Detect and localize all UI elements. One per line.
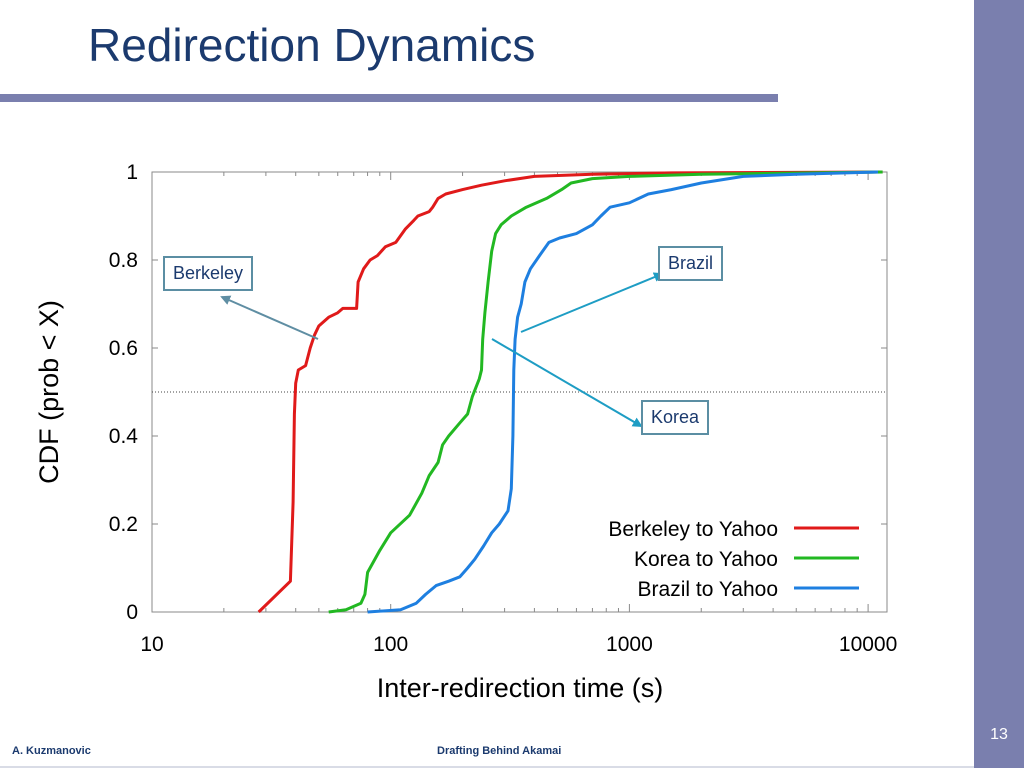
berkeley-arrow <box>220 295 319 340</box>
series-lines <box>257 170 883 614</box>
y-axis-title: CDF (prob < X) <box>34 300 64 484</box>
y-tick-label: 0.2 <box>109 513 138 536</box>
chart-legend: Berkeley to Yahoo Korea to Yahoo Brazil to… <box>608 518 859 601</box>
korea-arrow <box>491 338 643 428</box>
series-line-korea-to-yahoo <box>328 170 883 614</box>
y-tick-label: 0.4 <box>109 425 139 448</box>
series-line-berkeley-to-yahoo <box>257 170 883 614</box>
y-tick-label: 0 <box>126 601 138 624</box>
footer-talk-title: Drafting Behind Akamai <box>437 745 562 757</box>
title-underline <box>0 94 778 102</box>
y-tick-label: 1 <box>126 161 138 184</box>
footer-author: A. Kuzmanovic <box>12 745 91 757</box>
x-tick-label: 10000 <box>839 633 897 656</box>
slide-number: 13 <box>990 726 1008 743</box>
x-tick-label: 100 <box>373 633 408 656</box>
y-tick-label: 0.8 <box>109 249 138 272</box>
annotation-arrows <box>220 272 664 428</box>
brazil-arrow <box>520 272 664 333</box>
annotation-korea: Korea <box>641 400 710 435</box>
x-tick-label: 1000 <box>606 633 653 656</box>
footer-divider <box>0 766 974 768</box>
y-tick-label: 0.6 <box>109 337 138 360</box>
x-axis-title: Inter-redirection time (s) <box>377 673 664 703</box>
annotation-brazil: Brazil <box>658 246 724 281</box>
legend-label-berkeley-to-yahoo: Berkeley to Yahoo <box>608 518 778 541</box>
right-sidebar-band <box>974 0 1024 768</box>
legend-label-brazil-to-yahoo: Brazil to Yahoo <box>638 578 778 601</box>
series-line-brazil-to-yahoo <box>367 170 879 614</box>
legend-label-korea-to-yahoo: Korea to Yahoo <box>634 548 778 571</box>
axes: 0 0.2 0.4 0.6 0.8 1 10 100 1000 10000 Inter-redire… <box>34 161 897 703</box>
slide-title: Redirection Dynamics <box>88 19 536 71</box>
annotation-berkeley: Berkeley <box>163 256 254 291</box>
x-tick-label: 10 <box>140 633 163 656</box>
